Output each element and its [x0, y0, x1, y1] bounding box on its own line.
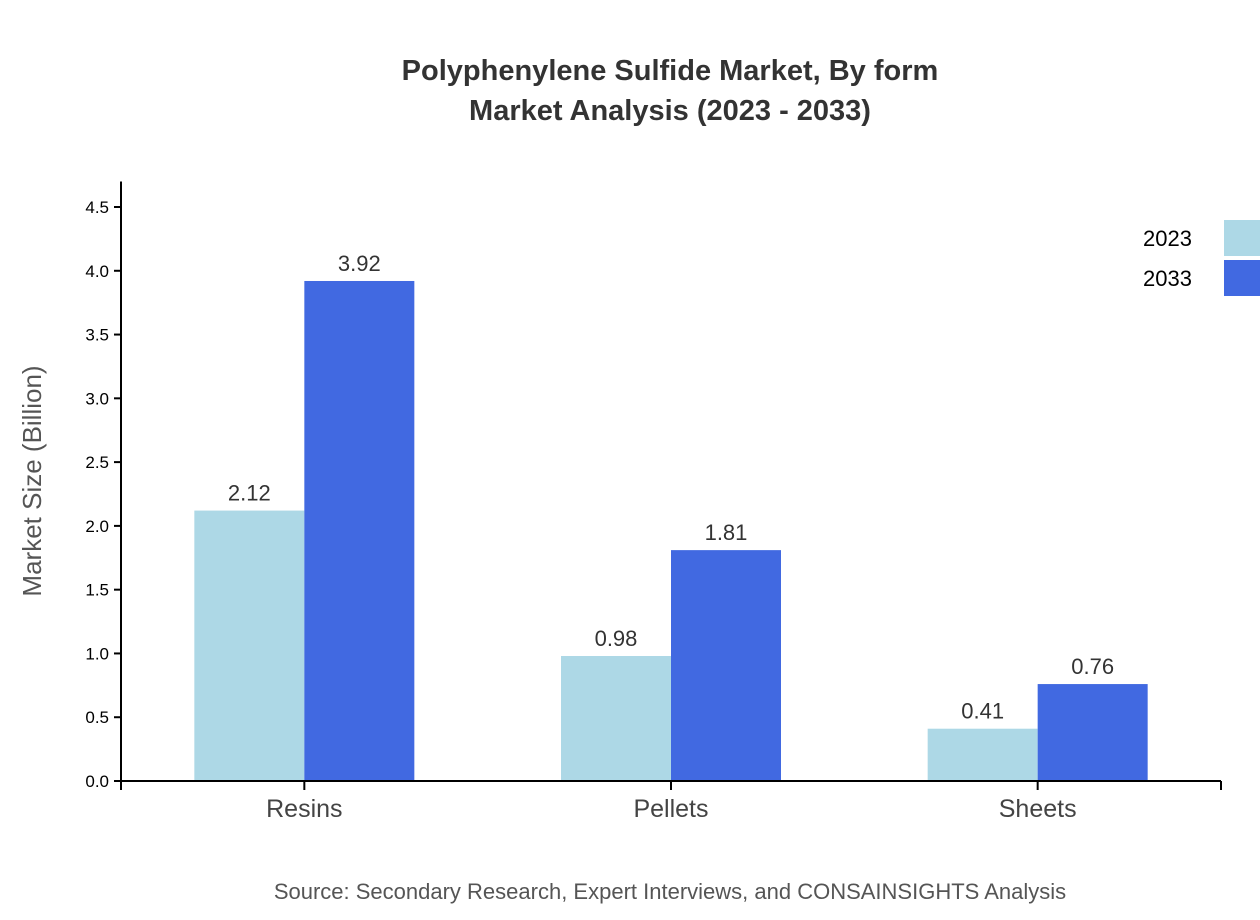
legend: 2023 2033	[1143, 220, 1260, 296]
bar-2023-resins	[194, 510, 305, 781]
x-tick-label: Resins	[266, 795, 342, 823]
bars-group: 2.12 3.92 0.98 1.81 0.41 0.76	[194, 251, 1148, 781]
chart-title-line-2: Market Analysis (2023 - 2033)	[469, 95, 871, 127]
data-label: 2.12	[228, 481, 271, 506]
legend-label-2033: 2033	[1143, 266, 1192, 291]
x-tick-label: Sheets	[999, 795, 1077, 823]
y-tick-label: 3.5	[85, 326, 109, 345]
y-tick-label: 0.5	[85, 708, 109, 727]
bar-2033-resins	[304, 280, 415, 781]
y-tick-label: 1.0	[85, 644, 109, 663]
x-axis: Resins Pellets Sheets	[120, 780, 1222, 823]
y-axis-label: Market Size (Billion)	[17, 365, 47, 596]
legend-swatch-2023	[1224, 220, 1260, 256]
chart-title-line-1: Polyphenylene Sulfide Market, By form	[402, 55, 939, 87]
bar-2033-sheets	[1037, 684, 1148, 781]
y-tick-label: 4.5	[85, 198, 109, 217]
y-tick-label: 0.0	[85, 772, 109, 791]
data-label: 3.92	[338, 251, 381, 276]
y-tick-label: 3.0	[85, 389, 109, 408]
bar-2033-pellets	[671, 550, 781, 781]
data-label: 1.81	[705, 520, 748, 545]
y-tick-label: 4.0	[85, 262, 109, 281]
y-tick-label: 2.0	[85, 517, 109, 536]
data-label: 0.41	[961, 699, 1004, 724]
data-label: 0.76	[1071, 654, 1114, 679]
y-axis: 0.0 0.5 1.0 1.5 2.0 2.5 3.0 3.5 4.0 4.5	[85, 181, 122, 791]
legend-swatch-2033	[1224, 260, 1260, 296]
bar-2023-pellets	[561, 655, 671, 781]
y-tick-label: 1.5	[85, 581, 109, 600]
bar-2023-sheets	[927, 728, 1038, 781]
source-note: Source: Secondary Research, Expert Inter…	[274, 879, 1066, 904]
y-tick-label: 2.5	[85, 453, 109, 472]
legend-label-2023: 2023	[1143, 226, 1192, 251]
x-tick-label: Pellets	[633, 795, 708, 823]
data-label: 0.98	[595, 626, 638, 651]
